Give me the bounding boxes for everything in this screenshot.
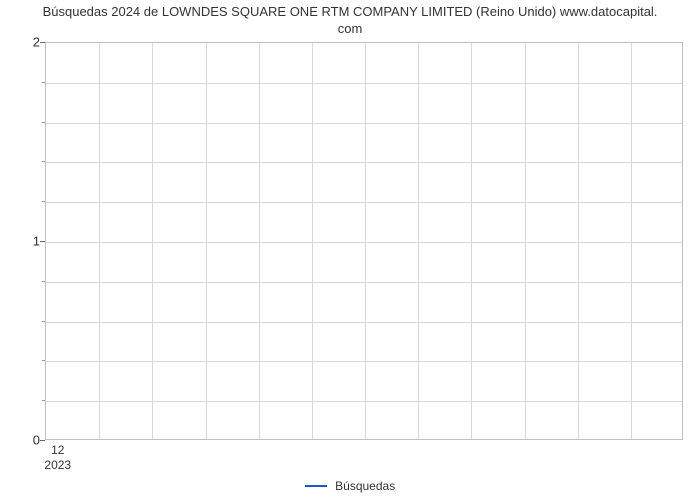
grid-horizontal <box>46 401 682 402</box>
y-axis-tick-mark <box>40 241 45 242</box>
title-line-1: Búsquedas 2024 de LOWNDES SQUARE ONE RTM… <box>43 4 658 19</box>
y-axis-tick-label: 2 <box>33 35 40 50</box>
y-axis-minor-tick <box>42 201 45 202</box>
y-axis-minor-tick <box>42 360 45 361</box>
chart-title: Búsquedas 2024 de LOWNDES SQUARE ONE RTM… <box>0 4 700 38</box>
grid-vertical <box>418 43 419 439</box>
grid-vertical <box>525 43 526 439</box>
y-axis-tick-label: 1 <box>33 234 40 249</box>
legend: Búsquedas <box>0 478 700 493</box>
x-axis-tick-label: 12 <box>51 443 64 457</box>
y-axis-minor-tick <box>42 122 45 123</box>
y-axis-minor-tick <box>42 82 45 83</box>
plot-area <box>45 42 683 440</box>
grid-vertical <box>312 43 313 439</box>
y-axis-minor-tick <box>42 400 45 401</box>
grid-horizontal <box>46 123 682 124</box>
grid-horizontal <box>46 322 682 323</box>
chart-container: Búsquedas 2024 de LOWNDES SQUARE ONE RTM… <box>0 0 700 500</box>
legend-line-icon <box>305 485 327 487</box>
grid-vertical <box>578 43 579 439</box>
y-axis-minor-tick <box>42 321 45 322</box>
x-axis-year-label: 2023 <box>44 458 71 472</box>
grid-vertical <box>471 43 472 439</box>
grid-vertical <box>365 43 366 439</box>
grid-vertical <box>259 43 260 439</box>
grid-vertical <box>206 43 207 439</box>
grid-horizontal <box>46 242 682 243</box>
grid-horizontal <box>46 83 682 84</box>
y-axis-tick-mark <box>40 440 45 441</box>
title-line-2: com <box>338 21 363 36</box>
y-axis-minor-tick <box>42 281 45 282</box>
grid-vertical <box>152 43 153 439</box>
y-axis-minor-tick <box>42 161 45 162</box>
grid-horizontal <box>46 202 682 203</box>
grid-vertical <box>631 43 632 439</box>
y-axis-tick-label: 0 <box>33 433 40 448</box>
legend-label: Búsquedas <box>335 479 395 493</box>
y-axis-tick-mark <box>40 42 45 43</box>
grid-vertical <box>99 43 100 439</box>
grid-horizontal <box>46 361 682 362</box>
grid-horizontal <box>46 162 682 163</box>
grid-horizontal <box>46 282 682 283</box>
